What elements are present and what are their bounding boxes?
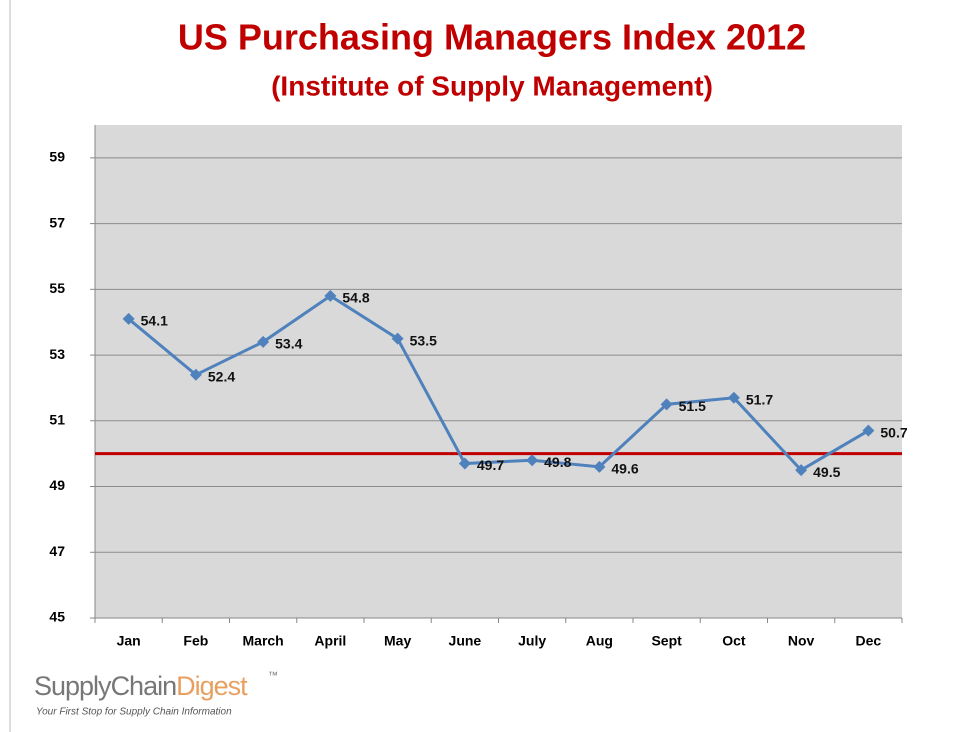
x-tick-label: Sept (651, 633, 682, 649)
y-tick-label: 51 (49, 412, 65, 428)
y-tick-label: 49 (49, 477, 65, 493)
x-tick-label: Dec (856, 633, 882, 649)
y-tick-label: 59 (49, 149, 65, 165)
data-label: 53.4 (275, 336, 302, 352)
data-label: 52.4 (208, 368, 235, 384)
data-label: 54.8 (342, 290, 369, 306)
trademark: ™ (268, 671, 278, 682)
marker (593, 460, 606, 473)
data-label: 51.5 (679, 398, 706, 414)
marker (727, 391, 740, 404)
data-label: 54.1 (141, 313, 168, 329)
data-label: 53.5 (410, 332, 437, 348)
chart-title: US Purchasing Managers Index 2012 (178, 17, 806, 58)
marker (526, 454, 539, 467)
marker (458, 457, 471, 470)
y-tick-label: 45 (49, 609, 65, 625)
x-tick-label: June (449, 633, 482, 649)
logo-part: Supply (34, 671, 112, 701)
plot-area (95, 125, 902, 618)
tagline: Your First Stop for Supply Chain Informa… (36, 707, 232, 718)
data-label: 51.7 (746, 391, 773, 407)
marker (122, 312, 135, 325)
data-label: 49.8 (544, 454, 571, 470)
x-tick-label: Aug (586, 633, 613, 649)
x-tick-label: Oct (722, 633, 746, 649)
marker (324, 289, 337, 302)
series-line (127, 294, 870, 473)
marker (660, 398, 673, 411)
data-label: 50.7 (880, 424, 907, 440)
x-tick-label: May (384, 633, 411, 649)
logo-part: Chain (111, 671, 177, 701)
logo: SupplyChainDigest (34, 671, 248, 701)
x-tick-label: July (518, 633, 546, 649)
marker (189, 368, 202, 381)
y-tick-label: 47 (49, 543, 65, 559)
x-tick-label: Nov (788, 633, 815, 649)
x-tick-label: Jan (117, 633, 141, 649)
y-tick-label: 57 (49, 214, 65, 230)
data-label: 49.7 (477, 457, 504, 473)
x-tick-label: April (314, 633, 346, 649)
marker (862, 424, 875, 437)
y-tick-label: 53 (49, 346, 65, 362)
marker (391, 332, 404, 345)
y-tick-label: 55 (49, 280, 65, 296)
data-label: 49.6 (611, 461, 638, 477)
marker (257, 335, 270, 348)
marker (795, 464, 808, 477)
logo-part: Digest (176, 671, 248, 701)
chart-subtitle: (Institute of Supply Management) (271, 70, 713, 101)
x-tick-label: March (243, 633, 284, 649)
data-label: 49.5 (813, 464, 840, 480)
x-tick-label: Feb (183, 633, 208, 649)
